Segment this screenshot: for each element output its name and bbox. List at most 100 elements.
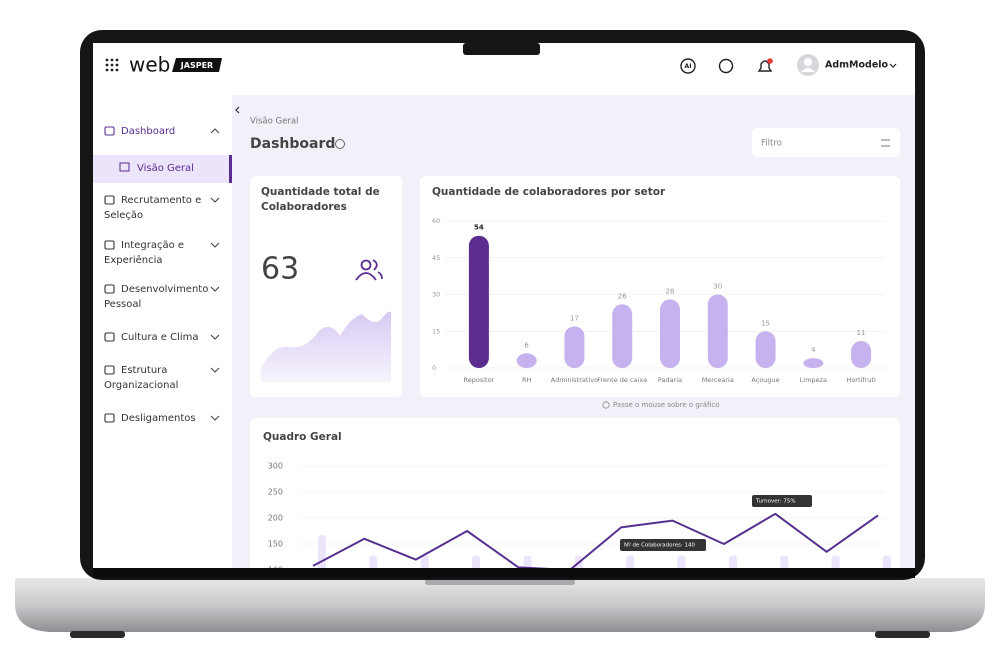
value-label: 28 <box>666 287 675 295</box>
chart-title: Quadro Geral <box>263 431 342 443</box>
y-tick-label: 200 <box>268 514 283 523</box>
bezel-chin <box>93 568 915 578</box>
whatsapp-button[interactable] <box>718 58 734 74</box>
bar <box>780 555 789 568</box>
sidebar-chevron[interactable] <box>210 367 220 373</box>
x-tick-label: Mercearia <box>702 376 734 384</box>
sidebar-item[interactable]: Desligamentos <box>121 413 196 424</box>
sidebar-chevron[interactable] <box>210 286 220 292</box>
ai-button[interactable] <box>680 58 696 74</box>
line-chart-card <box>250 418 900 568</box>
sidebar-item[interactable]: Recrutamento e <box>121 195 201 206</box>
sidebar-chevron[interactable] <box>210 334 220 340</box>
filter-placeholder: Filtro <box>761 139 782 149</box>
avatar-body <box>801 68 815 72</box>
notification-button[interactable] <box>757 60 773 72</box>
sidebar-icon <box>104 413 115 423</box>
sidebar-item[interactable]: Pessoal <box>104 299 141 310</box>
bar[interactable] <box>755 331 776 368</box>
sidebar-chevron[interactable] <box>210 128 220 134</box>
sidebar-icon <box>104 126 115 136</box>
filter-icon[interactable] <box>881 139 890 147</box>
foot <box>875 631 930 638</box>
bar <box>369 555 378 568</box>
filter-input[interactable] <box>752 128 900 157</box>
x-tick-label: Repositor <box>464 376 495 384</box>
bar[interactable] <box>516 353 537 368</box>
kpi-title: Colaboradores <box>261 201 347 213</box>
note-icon <box>602 401 610 409</box>
bar[interactable] <box>468 235 489 368</box>
chart-title: Quantidade de colaboradores por setor <box>432 186 666 198</box>
notification-dot <box>767 58 773 64</box>
collapse-sidebar[interactable] <box>235 106 240 114</box>
bar <box>831 555 840 568</box>
sidebar-icon <box>104 332 115 342</box>
sidebar-subitem[interactable]: Visão Geral <box>137 163 194 174</box>
y-tick-label: 30 <box>432 291 440 299</box>
x-tick-label: Hortifruti <box>846 376 876 384</box>
sidebar-item[interactable]: Seleção <box>104 210 143 221</box>
user-menu-chevron[interactable] <box>889 63 897 68</box>
y-tick-label: 0 <box>432 364 436 372</box>
sidebar-item[interactable]: Integração e <box>121 240 184 251</box>
camera-notch <box>463 43 540 55</box>
badge-bg <box>172 58 222 72</box>
y-tick-label: 150 <box>268 540 283 549</box>
sidebar-chevron[interactable] <box>210 197 220 203</box>
user-name[interactable]: AdmModelo <box>825 60 889 71</box>
bar[interactable] <box>660 299 680 368</box>
value-label: 4 <box>811 346 816 354</box>
y-tick-label: 60 <box>432 217 440 225</box>
tooltip-bg <box>620 539 706 551</box>
app: web JASPER AI AdmModelo Visão Geral Visã… <box>93 43 915 575</box>
y-tick-label: 15 <box>432 327 440 335</box>
kpi-value: 63 <box>261 252 299 287</box>
x-tick-label: Limpeza <box>800 376 827 384</box>
bar[interactable] <box>803 358 824 368</box>
people-icon <box>355 259 383 281</box>
bar <box>420 555 429 568</box>
value-label: 30 <box>713 283 722 291</box>
value-label: 6 <box>524 341 529 349</box>
sidebar-item[interactable]: Experiência <box>104 254 163 266</box>
sidebar-icon <box>104 284 115 294</box>
bar[interactable] <box>612 304 633 368</box>
info-icon[interactable] <box>335 139 345 149</box>
avatar-head <box>804 58 812 66</box>
value-label: 17 <box>570 314 579 322</box>
sidebar-item[interactable]: Cultura e Clima <box>121 332 199 343</box>
tooltip: Nº de Colaboradores: 140 <box>624 542 696 549</box>
y-tick-label: 250 <box>268 488 283 497</box>
sidebar-item[interactable]: Desenvolvimento <box>121 284 208 295</box>
bar[interactable] <box>851 341 872 368</box>
apps-icon[interactable] <box>105 58 119 72</box>
value-label: 11 <box>857 329 866 337</box>
bar <box>883 555 891 568</box>
tooltip-bg <box>752 495 812 507</box>
line <box>312 512 879 568</box>
breadcrumb[interactable]: Visão Geral <box>250 117 298 127</box>
sidebar-chevron[interactable] <box>210 415 220 421</box>
kpi-sparkline <box>261 311 391 382</box>
sidebar-item[interactable]: Estrutura <box>121 365 167 376</box>
foot <box>70 631 125 638</box>
sidebar-chevron[interactable] <box>210 242 220 248</box>
chart-note: Passe o mouse sobre o gráfico <box>613 401 720 409</box>
logo: web <box>129 53 170 77</box>
bar <box>728 555 737 568</box>
y-tick-label: 100 <box>268 566 283 575</box>
sidebar-item[interactable]: Dashboard <box>121 126 175 137</box>
sidebar-icon <box>104 195 115 205</box>
x-tick-label: Administrativo <box>551 376 598 384</box>
bar[interactable] <box>564 326 585 368</box>
bar <box>626 555 635 568</box>
bar-chart-card <box>420 176 900 397</box>
active-item-bg <box>93 155 232 183</box>
bar <box>472 555 481 568</box>
x-tick-label: Padaria <box>658 376 682 384</box>
x-tick-label: Açougue <box>751 376 779 384</box>
bar[interactable] <box>707 294 728 369</box>
sidebar-item[interactable]: Organizacional <box>104 380 178 391</box>
